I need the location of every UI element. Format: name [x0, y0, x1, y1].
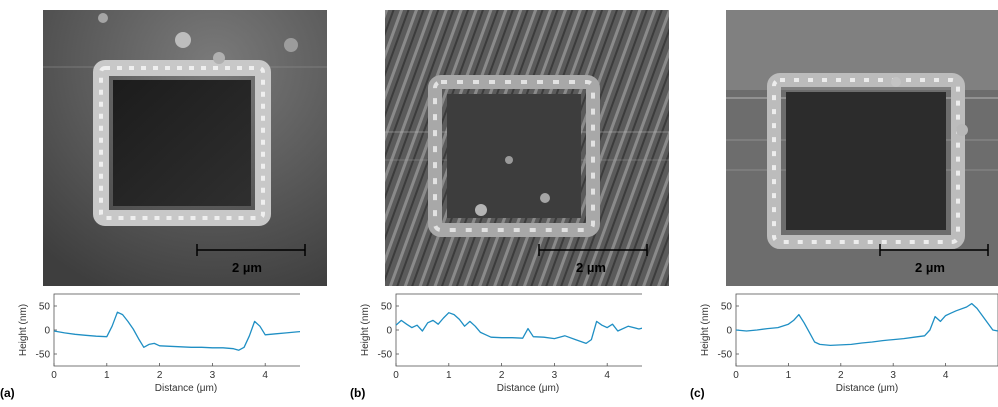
x-tick-label: 3	[890, 370, 896, 381]
x-tick-label: 4	[943, 370, 949, 381]
x-tick-label: 2	[499, 370, 505, 381]
x-tick-label: 1	[786, 370, 792, 381]
panel-label-b: (b)	[350, 386, 366, 400]
x-tick-label: 0	[733, 370, 739, 381]
x-axis-label: Distance (μm)	[836, 383, 898, 394]
x-tick-label: 3	[552, 370, 558, 381]
y-tick-label: -50	[718, 350, 733, 361]
x-tick-label: 1	[446, 370, 452, 381]
x-tick-label: 1	[104, 370, 110, 381]
x-tick-label: 0	[393, 370, 399, 381]
y-tick-label: 0	[726, 326, 732, 337]
x-tick-label: 0	[51, 370, 57, 381]
x-tick-label: 4	[262, 370, 268, 381]
y-tick-label: 0	[386, 326, 392, 337]
height-profile-line	[735, 302, 998, 347]
y-tick-label: -50	[36, 350, 51, 361]
y-tick-label: -50	[378, 350, 393, 361]
scalebar-label-a: 2 µm	[232, 260, 262, 275]
panel-label-c: (c)	[690, 386, 705, 400]
scalebar-label-b: 2 µm	[576, 260, 606, 275]
x-tick-label: 3	[210, 370, 216, 381]
y-tick-label: 50	[381, 302, 393, 313]
afm-image-c	[726, 10, 998, 286]
afm-image-b	[385, 10, 669, 286]
height-profile-line	[395, 312, 642, 345]
y-tick-label: 50	[721, 302, 733, 313]
height-profile-c: 0 1 2 3 4 -50 0 50 Distance (μm) Height (nm)	[682, 286, 998, 407]
y-tick-label: 50	[39, 302, 51, 313]
height-profile-line	[53, 311, 300, 351]
plot-frame	[53, 293, 300, 367]
y-axis-label: Height (nm)	[700, 304, 711, 356]
afm-image-a	[43, 10, 327, 286]
x-axis-label: Distance (μm)	[155, 383, 217, 394]
x-tick-label: 4	[604, 370, 610, 381]
plot-frame	[395, 293, 642, 367]
y-axis-label: Height (nm)	[18, 304, 29, 356]
x-axis-label: Distance (μm)	[497, 383, 559, 394]
x-tick-label: 2	[838, 370, 844, 381]
y-axis-label: Height (nm)	[360, 304, 371, 356]
y-tick-label: 0	[44, 326, 50, 337]
panel-label-a: (a)	[0, 386, 15, 400]
plot-frame	[735, 293, 998, 367]
scalebar-label-c: 2 µm	[915, 260, 945, 275]
x-tick-label: 2	[157, 370, 163, 381]
